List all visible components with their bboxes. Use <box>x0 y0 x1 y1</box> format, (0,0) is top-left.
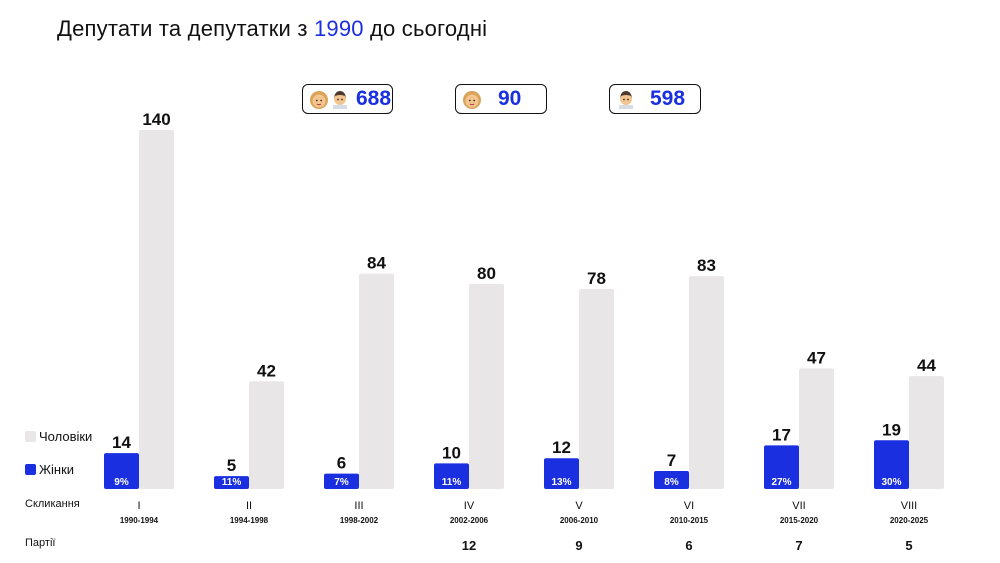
convocation-tick-label: IV <box>464 500 475 512</box>
period-tick-label: 1998-2002 <box>340 516 379 525</box>
parties-count-label: 9 <box>575 538 582 553</box>
period-tick-label: 1994-1998 <box>230 516 269 525</box>
women-value-label: 10 <box>442 443 461 462</box>
parties-count-label: 12 <box>462 538 476 553</box>
stat-value: 688 <box>356 87 392 110</box>
men-value-label: 47 <box>807 348 826 367</box>
men-bar <box>249 381 284 489</box>
men-value-label: 44 <box>917 356 936 375</box>
women-value-label: 6 <box>337 454 346 473</box>
legend-men-swatch <box>25 431 36 442</box>
title-year: 1990 <box>313 16 364 41</box>
man-face-icon <box>619 91 633 109</box>
women-deputies-badge: 90 <box>455 84 547 114</box>
stat-icons <box>616 89 636 109</box>
legend-men-label: Чоловіки <box>39 429 93 444</box>
convocation-tick-label: I <box>137 500 140 512</box>
women-percent-label: 11% <box>442 477 462 488</box>
stat-icons <box>309 89 350 109</box>
women-percent-label: 7% <box>334 477 349 488</box>
women-value-label: 17 <box>772 425 791 444</box>
men-bar <box>909 376 944 489</box>
parties-row-label: Партії <box>25 537 56 549</box>
women-percent-label: 9% <box>114 477 129 488</box>
parties-count-label: 6 <box>685 538 692 553</box>
period-tick-label: 2015-2020 <box>780 516 819 525</box>
legend-women-swatch <box>25 464 36 475</box>
women-value-label: 5 <box>227 456 236 475</box>
men-bar <box>139 130 174 489</box>
men-value-label: 80 <box>477 264 496 283</box>
period-tick-label: 2006-2010 <box>560 516 599 525</box>
convocation-tick-label: II <box>246 500 252 512</box>
men-value-label: 42 <box>257 361 276 380</box>
legend-women-label: Жінки <box>39 462 75 477</box>
men-bar <box>469 283 504 489</box>
convocation-row-label: Скликання <box>25 498 80 510</box>
man-face-icon <box>333 91 347 109</box>
convocation-tick-label: VIII <box>901 500 918 512</box>
women-percent-label: 8% <box>664 477 679 488</box>
men-value-label: 140 <box>142 110 170 129</box>
parties-count-label: 7 <box>795 538 802 553</box>
stat-icons <box>462 89 482 109</box>
women-value-label: 14 <box>112 433 131 452</box>
men-bar <box>689 276 724 489</box>
period-tick-label: 2010-2015 <box>670 516 709 525</box>
men-bar <box>579 288 614 489</box>
women-bar <box>544 458 579 489</box>
period-tick-label: 2002-2006 <box>450 516 489 525</box>
convocation-tick-label: VII <box>792 500 805 512</box>
page-title: Депутати та депутатки з 1990 до сьогодні <box>57 16 487 42</box>
men-deputies-badge: 598 <box>609 84 701 114</box>
women-percent-label: 11% <box>222 477 242 488</box>
legend-women: Жінки <box>25 462 74 477</box>
women-bar <box>434 463 469 489</box>
men-bar <box>799 368 834 489</box>
total-deputies-badge: 688 <box>302 84 393 114</box>
woman-face-icon <box>310 91 328 109</box>
women-percent-label: 30% <box>881 477 901 488</box>
woman-face-icon <box>463 91 481 109</box>
convocation-tick-label: VI <box>684 500 694 512</box>
women-value-label: 12 <box>552 438 571 457</box>
women-bar <box>874 440 909 489</box>
period-tick-label: 1990-1994 <box>120 516 159 525</box>
stat-value: 598 <box>650 87 686 110</box>
stat-value: 90 <box>498 87 522 110</box>
women-bar <box>654 471 689 489</box>
parties-count-label: 5 <box>905 538 912 553</box>
convocation-tick-label: III <box>354 500 363 512</box>
women-percent-label: 13% <box>551 477 571 488</box>
women-bar <box>104 453 139 489</box>
men-bar <box>359 273 394 489</box>
convocation-tick-label: V <box>575 500 583 512</box>
women-bar <box>214 476 249 489</box>
period-tick-label: 2020-2025 <box>890 516 929 525</box>
title-prefix: Депутати та депутатки з <box>57 16 314 41</box>
men-value-label: 84 <box>367 254 386 273</box>
legend-men: Чоловіки <box>25 429 92 444</box>
women-value-label: 19 <box>882 420 901 439</box>
women-bar <box>324 473 359 489</box>
women-bar <box>764 445 799 489</box>
men-value-label: 83 <box>697 256 716 275</box>
title-suffix: до сьогодні <box>363 16 488 41</box>
women-value-label: 7 <box>667 451 676 470</box>
women-percent-label: 27% <box>771 477 791 488</box>
men-value-label: 78 <box>587 269 606 288</box>
